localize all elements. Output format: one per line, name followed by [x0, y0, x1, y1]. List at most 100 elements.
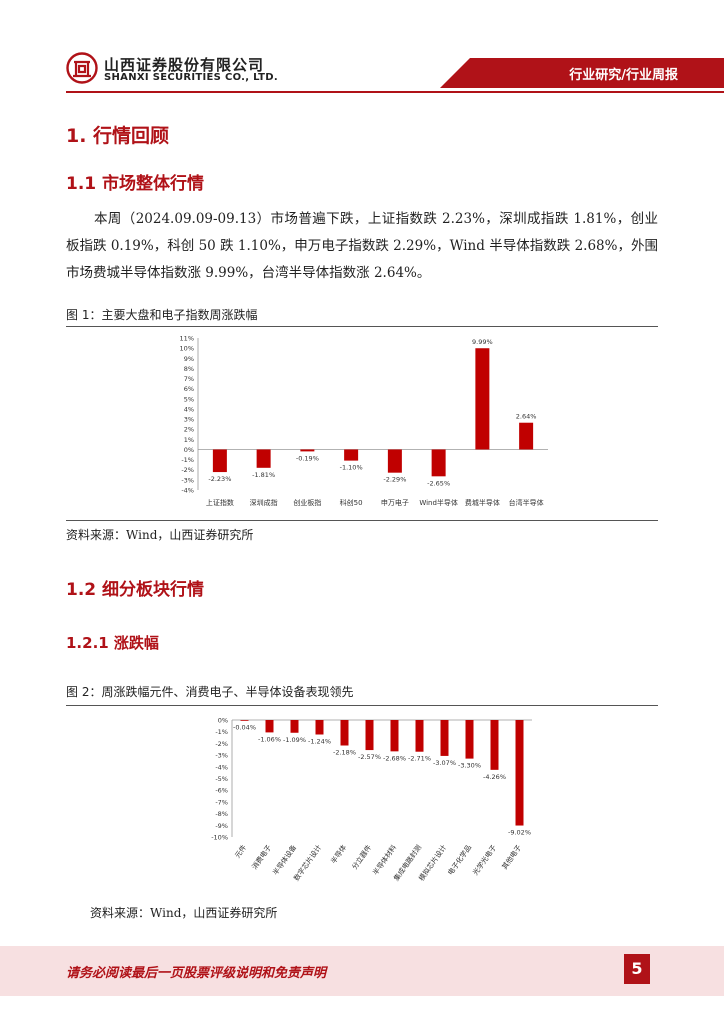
- y-tick-label: -1%: [181, 456, 194, 464]
- bar: [265, 720, 274, 733]
- bar: [440, 720, 449, 756]
- figure-1-bottom-rule: [66, 520, 658, 521]
- bar: [390, 720, 399, 752]
- data-label: -2.68%: [383, 754, 406, 762]
- x-tick-label: 半导体: [329, 843, 348, 865]
- y-tick-label: -3%: [215, 752, 228, 760]
- y-tick-label: 3%: [184, 416, 194, 424]
- x-tick-label: 元件: [233, 843, 248, 860]
- bar: [212, 449, 227, 473]
- header-category-band: [440, 58, 724, 88]
- bar: [344, 449, 359, 461]
- page-header: 山西证券股份有限公司 SHANXI SECURITIES CO., LTD. 行…: [0, 0, 724, 100]
- x-tick-label: 半导体材料: [371, 843, 398, 877]
- data-label: -2.57%: [358, 753, 381, 761]
- section-1-title: 1. 行情回顾: [66, 125, 170, 147]
- data-label: -2.71%: [408, 755, 431, 763]
- x-tick-label: 科创50: [340, 498, 363, 507]
- x-tick-label: 光学光电子: [471, 843, 498, 877]
- section-1-2-title: 1.2 细分板块行情: [66, 580, 205, 600]
- data-label: -1.10%: [340, 464, 363, 472]
- y-tick-label: -5%: [215, 775, 228, 783]
- data-label: 2.64%: [516, 413, 537, 421]
- x-tick-label: 其他电子: [500, 843, 523, 871]
- data-label: -1.24%: [308, 738, 331, 746]
- company-logo-icon: [66, 52, 98, 84]
- x-tick-label: 台湾半导体: [509, 498, 544, 507]
- x-tick-label: 半导体设备: [271, 843, 298, 877]
- footer-disclaimer: 请务必阅读最后一页股票评级说明和免责声明: [66, 966, 327, 981]
- data-label: -2.29%: [383, 476, 406, 484]
- bar: [340, 720, 349, 746]
- figure-1-title: 图 1：主要大盘和电子指数周涨跌幅: [66, 308, 258, 322]
- y-tick-label: -1%: [215, 728, 228, 736]
- y-tick-label: -4%: [215, 763, 228, 771]
- y-tick-label: -3%: [181, 476, 194, 484]
- data-label: -3.07%: [433, 759, 456, 767]
- x-tick-label: 消费电子: [250, 843, 273, 871]
- data-label: -0.04%: [233, 723, 256, 731]
- x-tick-label: 创业板指: [293, 498, 321, 507]
- data-label: -1.06%: [258, 735, 281, 743]
- y-tick-label: 0%: [184, 446, 194, 454]
- data-label: -2.18%: [333, 749, 356, 757]
- bar: [300, 449, 315, 452]
- x-tick-label: 深圳成指: [250, 498, 278, 507]
- data-label: 9.99%: [472, 338, 493, 346]
- market-summary-paragraph: 本周（2024.09.09-09.13）市场普遍下跌，上证指数跌 2.23%，深…: [66, 211, 658, 281]
- bar: [387, 449, 402, 473]
- y-tick-label: 5%: [184, 395, 194, 403]
- section-1-1-title: 1.1 市场整体行情: [66, 174, 205, 194]
- data-label: -1.81%: [252, 471, 275, 479]
- company-name-cn: 山西证券股份有限公司: [104, 56, 265, 74]
- figure-2-title: 图 2：周涨跌幅元件、消费电子、半导体设备表现领先: [66, 685, 354, 699]
- x-tick-label: 费城半导体: [465, 498, 500, 507]
- bar: [465, 720, 474, 759]
- company-name-en: SHANXI SECURITIES CO., LTD.: [104, 72, 278, 83]
- y-tick-label: -2%: [181, 466, 194, 474]
- y-tick-label: 4%: [184, 405, 194, 413]
- y-tick-label: -10%: [211, 834, 228, 842]
- y-tick-label: -8%: [215, 810, 228, 818]
- bar: [290, 720, 299, 733]
- y-tick-label: 1%: [184, 436, 194, 444]
- y-tick-label: -2%: [215, 740, 228, 748]
- report-category: 行业研究/行业周报: [569, 68, 678, 83]
- bar: [415, 720, 424, 752]
- bar: [240, 720, 249, 721]
- x-tick-label: Wind半导体: [419, 498, 458, 507]
- figure-1-source: 资料来源：Wind，山西证券研究所: [66, 528, 254, 542]
- y-tick-label: -9%: [215, 822, 228, 830]
- bar: [515, 720, 524, 826]
- bar: [475, 348, 490, 450]
- footer-band: [0, 946, 724, 996]
- data-label: -3.30%: [458, 762, 481, 770]
- data-label: -4.26%: [483, 773, 506, 781]
- figure-2-chart: 0% -1% -2% -3% -4% -5% -6% -7% -8% -9% -10% -0.04% 元…: [211, 717, 532, 883]
- x-tick-label: 上证指数: [206, 498, 234, 507]
- y-tick-label: 10%: [180, 345, 194, 353]
- data-label: -1.09%: [283, 736, 306, 744]
- figure-1-top-rule: [66, 326, 658, 327]
- bar: [365, 720, 374, 751]
- y-tick-label: 11%: [180, 335, 194, 343]
- bar: [490, 720, 499, 770]
- figure-2-source: 资料来源：Wind，山西证券研究所: [90, 906, 278, 920]
- data-label: -0.19%: [296, 454, 319, 462]
- y-tick-label: 0%: [218, 717, 228, 725]
- page-number: 5: [624, 954, 650, 984]
- figure-1-chart: 11% 10% 9% 8% 7% 6% 5% 4% 3% 2% 1% 0% -1% -2% -3% -4% -2…: [180, 335, 548, 507]
- y-tick-label: -4%: [181, 487, 194, 495]
- x-tick-label: 电子化学品: [446, 843, 473, 877]
- bar: [519, 422, 534, 450]
- bar: [256, 449, 271, 468]
- header-divider: [66, 91, 724, 93]
- y-tick-label: 2%: [184, 426, 194, 434]
- y-tick-label: 7%: [184, 375, 194, 383]
- section-1-2-1-title: 1.2.1 涨跌幅: [66, 634, 159, 652]
- x-tick-label: 分立器件: [350, 843, 373, 871]
- bar: [431, 449, 446, 477]
- bar: [315, 720, 324, 735]
- y-tick-label: 6%: [184, 385, 194, 393]
- data-label: -2.23%: [208, 475, 231, 483]
